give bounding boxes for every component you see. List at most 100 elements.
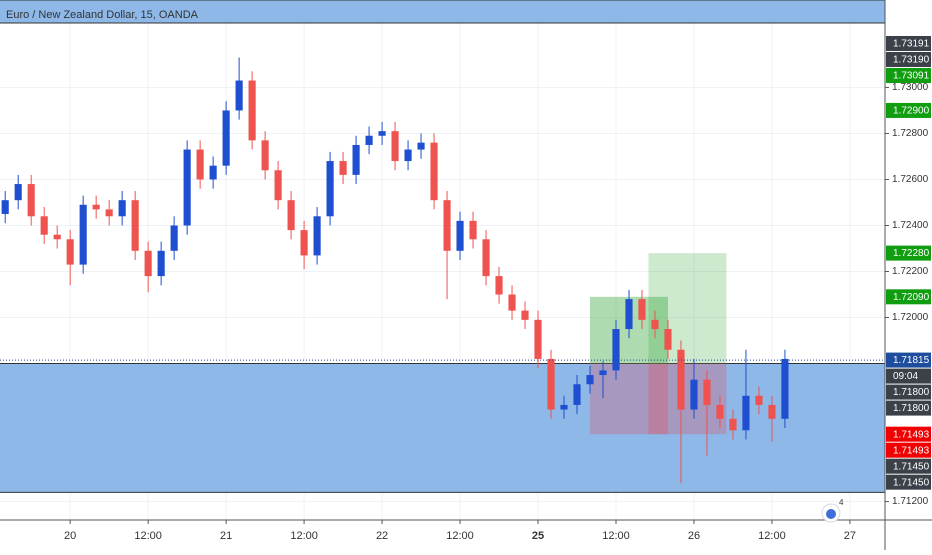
price-label-box	[886, 384, 931, 400]
candle-body	[92, 204, 100, 210]
candle-body	[105, 209, 113, 217]
price-label: 1.71800	[893, 387, 930, 398]
candle-body	[248, 80, 256, 141]
price-label-box	[886, 352, 931, 368]
candle-body	[560, 404, 568, 410]
price-label: 1.71450	[893, 477, 930, 488]
candle-body	[677, 349, 685, 410]
x-tick-label: 22	[376, 530, 388, 542]
position-target	[648, 253, 727, 364]
candle-body	[586, 375, 594, 385]
candle-body	[664, 329, 672, 350]
price-label: 1.73191	[893, 39, 930, 50]
price-label-box	[886, 368, 931, 384]
y-tick-label: 1.73000	[892, 82, 929, 93]
y-tick-label: 1.72200	[892, 266, 929, 277]
candle-body	[79, 204, 87, 265]
x-tick-label: 20	[64, 530, 76, 542]
candle-body	[456, 220, 464, 251]
price-label: 1.72900	[893, 106, 930, 117]
candle-body	[378, 131, 386, 136]
time-axis	[0, 520, 932, 550]
candle-body	[1, 200, 9, 214]
price-label: 1.72280	[893, 248, 930, 259]
candle-body	[27, 184, 35, 217]
position-stop	[648, 363, 727, 435]
candle-body	[729, 418, 737, 431]
candle-body	[430, 142, 438, 201]
price-label-box	[886, 458, 931, 474]
candle-body	[183, 149, 191, 226]
candle-body	[53, 234, 61, 240]
price-label: 1.71493	[893, 445, 930, 456]
price-label-box	[886, 35, 931, 51]
candle-body	[716, 404, 724, 419]
x-tick-label: 12:00	[446, 530, 474, 542]
price-label: 1.73190	[893, 55, 930, 66]
x-tick-label: 25	[532, 530, 544, 542]
axes: 1.73000 1.72800 1.72600 1.72400 1.72200 1.720…	[64, 35, 931, 542]
candle-body	[261, 140, 269, 171]
price-label: 1.71815	[893, 355, 930, 366]
price-label-box	[886, 426, 931, 442]
candle-body	[651, 319, 659, 330]
candle-body	[534, 319, 542, 359]
candle-body	[625, 299, 633, 330]
candle-body	[391, 131, 399, 162]
x-tick-label: 12:00	[290, 530, 318, 542]
candle-body	[417, 142, 425, 150]
candle-body	[352, 144, 360, 175]
price-label-box	[886, 102, 931, 118]
price-label: 1.73091	[893, 71, 930, 82]
candle-body	[443, 200, 451, 251]
candle-body	[144, 250, 152, 277]
candle-body	[781, 358, 789, 419]
candle-body	[599, 370, 607, 376]
candle-body	[768, 404, 776, 419]
candle-body	[157, 250, 165, 277]
candle-body	[742, 395, 750, 431]
candle-body	[365, 135, 373, 145]
candle-body	[339, 161, 347, 175]
price-label-box	[886, 67, 931, 83]
candle-body	[573, 384, 581, 405]
candle-body	[66, 239, 74, 265]
candle-body	[508, 294, 516, 311]
plot-area	[0, 0, 885, 520]
y-tick-label: 1.71200	[892, 496, 929, 507]
x-tick-label: 26	[688, 530, 700, 542]
chart-title: Euro / New Zealand Dollar, 15, OANDA	[6, 9, 199, 21]
candle-body	[755, 395, 763, 405]
x-tick-label: 27	[844, 530, 856, 542]
candle-body	[547, 358, 555, 410]
candle-body	[131, 200, 139, 251]
y-tick-label: 1.72400	[892, 220, 929, 231]
candle-body	[300, 230, 308, 256]
candle-body	[638, 299, 646, 320]
candle-body	[196, 149, 204, 180]
candle-body	[521, 310, 529, 320]
candle-body	[209, 165, 217, 180]
x-tick-label: 12:00	[758, 530, 786, 542]
candle-body	[222, 110, 230, 166]
zone	[0, 363, 885, 493]
price-label: 1.71800	[893, 403, 930, 414]
candle-body	[313, 216, 321, 256]
candle-body	[326, 161, 334, 217]
candle-body	[612, 329, 620, 371]
price-axis	[885, 0, 932, 550]
x-tick-label: 12:00	[134, 530, 162, 542]
x-tick-label: 21	[220, 530, 232, 542]
y-tick-label: 1.72000	[892, 312, 929, 323]
price-label-box	[886, 474, 931, 490]
candle-body	[287, 200, 295, 231]
candle-body	[118, 200, 126, 217]
price-label: 1.72090	[893, 292, 930, 303]
price-label-box	[886, 400, 931, 416]
y-tick-label: 1.72600	[892, 174, 929, 185]
logo	[826, 509, 836, 519]
price-label-box	[886, 51, 931, 67]
candle-body	[495, 276, 503, 295]
candle-body	[170, 225, 178, 251]
